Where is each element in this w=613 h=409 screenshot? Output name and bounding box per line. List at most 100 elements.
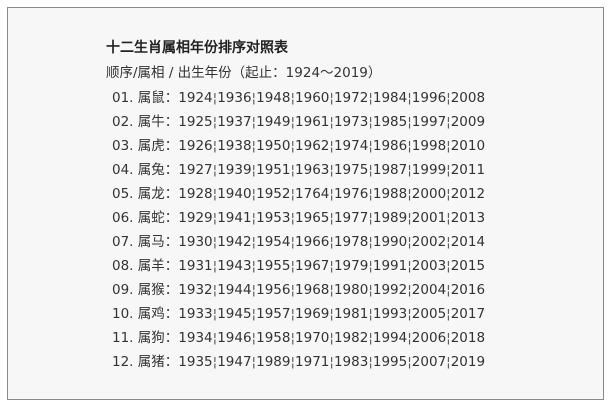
birth-year: 1945: [217, 306, 252, 322]
birth-year: 1926: [178, 138, 213, 154]
year-separator: ¦: [446, 210, 451, 226]
year-separator: ¦: [446, 114, 451, 130]
zodiac-label: 08. 属羊：: [112, 258, 179, 274]
zodiac-label: 11. 属狗：: [112, 330, 179, 346]
year-separator: ¦: [212, 138, 218, 154]
year-separator: ¦: [290, 90, 296, 106]
birth-year: 1956: [256, 282, 291, 298]
zodiac-rows: 01. 属鼠：1924¦1936¦1948¦1960¦1972¦1984¦199…: [106, 86, 485, 374]
birth-year: 1957: [256, 306, 291, 322]
birth-year: 1996: [411, 90, 447, 106]
birth-year: 2015: [450, 258, 486, 274]
year-separator: ¦: [329, 114, 334, 130]
birth-year: 1942: [217, 234, 252, 250]
year-separator: ¦: [251, 258, 257, 274]
year-separator: ¦: [368, 306, 373, 322]
birth-year: 1970: [295, 330, 330, 346]
year-separator: ¦: [290, 186, 296, 202]
year-separator: ¦: [212, 354, 218, 370]
birth-year: 1925: [178, 114, 213, 130]
year-separator: ¦: [329, 138, 334, 154]
year-separator: ¦: [329, 354, 334, 370]
birth-year: 2004: [411, 282, 447, 298]
year-separator: ¦: [446, 90, 451, 106]
zodiac-row: 03. 属虎：1926¦1938¦1950¦1962¦1974¦1986¦199…: [106, 134, 485, 158]
year-separator: ¦: [446, 234, 451, 250]
year-separator: ¦: [446, 330, 451, 346]
birth-year: 2002: [411, 234, 447, 250]
birth-year: 1983: [333, 354, 369, 370]
page-title: 十二生肖属相年份排序对照表: [106, 40, 288, 56]
birth-year: 1978: [333, 234, 369, 250]
zodiac-row: 12. 属猪：1935¦1947¦1989¦1971¦1983¦1995¦200…: [106, 350, 485, 374]
year-separator: ¦: [212, 234, 218, 250]
birth-year: 2000: [411, 186, 447, 202]
birth-year: 1928: [178, 186, 213, 202]
birth-year: 1985: [372, 114, 408, 130]
year-separator: ¦: [290, 234, 296, 250]
content-frame: 十二生肖属相年份排序对照表 顺序/属相 / 出生年份（起止：1924～2019）…: [7, 7, 604, 400]
year-separator: ¦: [446, 138, 451, 154]
year-separator: ¦: [329, 330, 334, 346]
year-separator: ¦: [212, 114, 218, 130]
year-separator: ¦: [407, 210, 412, 226]
year-separator: ¦: [329, 282, 334, 298]
birth-year: 1924: [178, 90, 213, 106]
birth-year: 1764: [295, 186, 330, 202]
birth-year: 1950: [256, 138, 291, 154]
year-separator: ¦: [368, 234, 373, 250]
year-separator: ¦: [251, 282, 257, 298]
birth-year: 1976: [333, 186, 369, 202]
birth-year: 1948: [256, 90, 291, 106]
year-separator: ¦: [368, 258, 373, 274]
year-separator: ¦: [368, 354, 373, 370]
birth-year: 1972: [333, 90, 369, 106]
birth-year: 1974: [333, 138, 369, 154]
year-separator: ¦: [290, 354, 296, 370]
birth-year: 1946: [217, 330, 252, 346]
birth-year: 1986: [372, 138, 408, 154]
year-separator: ¦: [290, 162, 296, 178]
year-separator: ¦: [407, 90, 412, 106]
birth-year: 1937: [217, 114, 252, 130]
year-separator: ¦: [329, 210, 334, 226]
birth-year: 1939: [217, 162, 252, 178]
year-separator: ¦: [407, 114, 412, 130]
year-separator: ¦: [407, 186, 412, 202]
birth-year: 1961: [295, 114, 330, 130]
year-separator: ¦: [407, 138, 412, 154]
zodiac-row: 01. 属鼠：1924¦1936¦1948¦1960¦1972¦1984¦199…: [106, 86, 485, 110]
zodiac-label: 07. 属马：: [112, 234, 179, 250]
birth-year: 2012: [450, 186, 486, 202]
birth-year: 1969: [295, 306, 330, 322]
year-separator: ¦: [368, 162, 373, 178]
zodiac-row: 06. 属蛇：1929¦1941¦1953¦1965¦1977¦1989¦200…: [106, 206, 485, 230]
year-separator: ¦: [329, 258, 334, 274]
zodiac-row: 07. 属马：1930¦1942¦1954¦1966¦1978¦1990¦200…: [106, 230, 485, 254]
birth-year: 1938: [217, 138, 252, 154]
birth-year: 1998: [411, 138, 447, 154]
birth-year: 1987: [372, 162, 408, 178]
year-separator: ¦: [407, 258, 412, 274]
birth-year: 1958: [256, 330, 291, 346]
birth-year: 1981: [333, 306, 369, 322]
birth-year: 1977: [333, 210, 369, 226]
year-separator: ¦: [290, 330, 296, 346]
year-separator: ¦: [251, 234, 257, 250]
year-separator: ¦: [290, 258, 296, 274]
zodiac-label: 04. 属兔：: [112, 162, 179, 178]
birth-year: 1931: [178, 258, 213, 274]
year-separator: ¦: [446, 258, 451, 274]
birth-year: 1988: [372, 186, 408, 202]
zodiac-label: 12. 属猪：: [112, 354, 179, 370]
year-separator: ¦: [290, 138, 296, 154]
birth-year: 1927: [178, 162, 213, 178]
year-separator: ¦: [446, 354, 451, 370]
birth-year: 1971: [295, 354, 330, 370]
zodiac-label: 05. 属龙：: [112, 186, 179, 202]
birth-year: 1932: [178, 282, 213, 298]
year-separator: ¦: [212, 162, 218, 178]
birth-year: 1943: [217, 258, 252, 274]
year-separator: ¦: [368, 138, 373, 154]
year-separator: ¦: [446, 282, 451, 298]
